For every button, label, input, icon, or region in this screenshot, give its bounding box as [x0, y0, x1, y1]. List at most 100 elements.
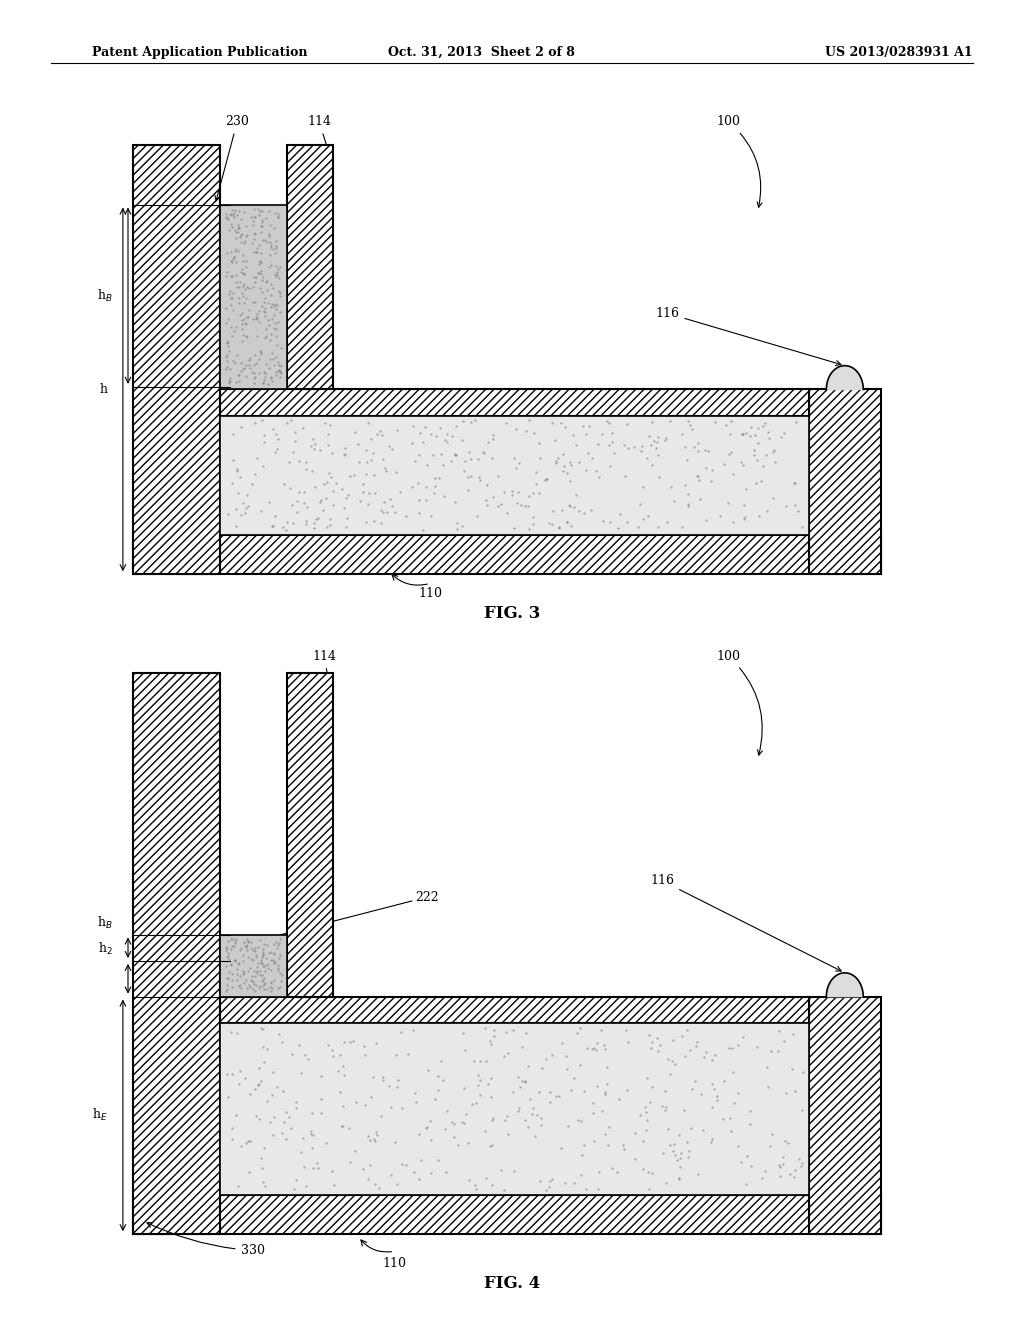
Point: [263, 284, 280, 305]
Point: [646, 430, 663, 451]
Point: [649, 426, 666, 447]
Point: [435, 486, 452, 507]
Point: [287, 430, 303, 451]
Point: [516, 1071, 532, 1092]
Point: [423, 1163, 439, 1184]
Point: [238, 1133, 254, 1154]
Point: [790, 500, 806, 521]
Point: [230, 364, 247, 385]
Point: [263, 949, 280, 970]
Point: [455, 1111, 471, 1133]
Point: [648, 432, 665, 453]
Point: [326, 1173, 342, 1195]
Point: [432, 1049, 449, 1071]
Point: [248, 267, 264, 288]
Point: [229, 954, 246, 975]
Point: [544, 1168, 560, 1189]
Point: [230, 364, 247, 385]
Point: [508, 457, 524, 478]
Point: [368, 1122, 384, 1143]
Point: [266, 933, 283, 954]
Point: [275, 1111, 292, 1133]
Point: [268, 318, 285, 339]
Point: [411, 490, 427, 511]
Point: [564, 424, 581, 445]
Point: [234, 359, 251, 380]
Point: [547, 450, 563, 471]
Point: [248, 242, 264, 263]
Point: [446, 1113, 463, 1134]
Point: [759, 1056, 775, 1077]
Point: [517, 495, 534, 516]
Point: [223, 252, 240, 273]
Point: [335, 1096, 351, 1117]
Point: [742, 416, 759, 437]
Point: [759, 500, 775, 521]
Point: [720, 444, 736, 465]
Point: [716, 454, 732, 475]
Point: [597, 1123, 613, 1144]
Point: [334, 479, 350, 500]
Point: [477, 1121, 494, 1142]
Point: [226, 931, 243, 952]
Point: [262, 215, 279, 236]
Point: [362, 450, 379, 471]
Point: [681, 1140, 697, 1162]
Point: [237, 1068, 253, 1089]
Point: [249, 962, 265, 983]
Point: [737, 422, 754, 444]
Point: [610, 517, 627, 539]
Point: [730, 1035, 746, 1056]
Point: [547, 429, 563, 450]
Point: [648, 1027, 665, 1048]
Point: [260, 374, 276, 395]
Point: [677, 1045, 693, 1067]
Point: [795, 1061, 811, 1082]
Point: [288, 1097, 304, 1118]
Point: [253, 263, 269, 284]
Point: [272, 337, 289, 358]
Point: [551, 517, 567, 539]
Point: [226, 949, 243, 970]
Point: [638, 1119, 654, 1140]
Bar: [220, 389, 809, 416]
Point: [236, 325, 252, 346]
Point: [227, 222, 244, 243]
Point: [373, 1105, 389, 1126]
Point: [726, 1093, 742, 1114]
Point: [313, 490, 330, 511]
Point: [430, 1065, 446, 1086]
Point: [222, 317, 239, 338]
Point: [236, 232, 252, 253]
Point: [757, 412, 773, 433]
Point: [557, 416, 573, 437]
Point: [248, 974, 264, 995]
Point: [599, 1073, 615, 1094]
Point: [591, 1162, 607, 1183]
Point: [336, 444, 352, 465]
Point: [221, 948, 238, 969]
Point: [586, 1130, 602, 1151]
Point: [251, 1107, 267, 1129]
Point: [289, 491, 305, 512]
Point: [667, 1144, 683, 1166]
Point: [246, 242, 262, 263]
Point: [456, 1113, 472, 1134]
Point: [247, 290, 263, 312]
Bar: [133, 535, 881, 574]
Point: [362, 1155, 379, 1176]
Point: [289, 502, 305, 523]
Point: [232, 1061, 249, 1082]
Point: [222, 370, 239, 391]
Point: [218, 331, 234, 352]
Point: [266, 318, 283, 339]
Text: h: h: [99, 383, 108, 396]
Point: [233, 330, 250, 351]
Point: [245, 292, 261, 313]
Point: [304, 1138, 321, 1159]
Point: [247, 372, 263, 393]
Point: [407, 1082, 423, 1104]
Point: [525, 482, 542, 503]
Point: [525, 513, 542, 535]
Point: [418, 477, 434, 498]
